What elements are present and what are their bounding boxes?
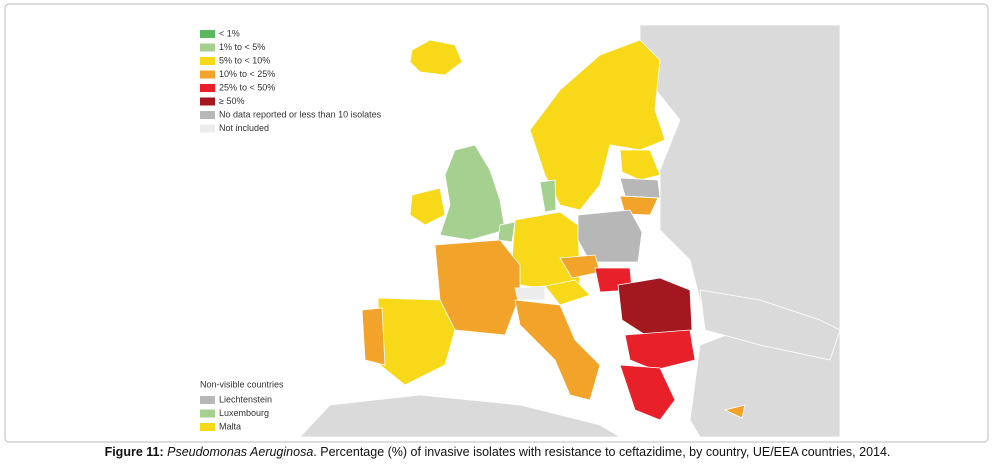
legend-label: No data reported or less than 10 isolate… [219, 109, 382, 119]
legend-swatch [200, 97, 215, 106]
non-visible-title: Non-visible countries [200, 379, 284, 389]
legend-label: < 1% [219, 28, 240, 38]
legend-label: 1% to < 5% [219, 42, 265, 52]
legend-swatch [200, 111, 215, 119]
legend-label: Liechtenstein [219, 394, 272, 404]
caption: Figure 11: Pseudomonas Aeruginosa. Perce… [0, 445, 995, 459]
legend-label: Not included [219, 123, 269, 133]
legend-label: 5% to < 10% [219, 55, 270, 65]
legend-label: Luxembourg [219, 408, 269, 418]
legend-label: ≥ 50% [219, 96, 244, 106]
legend-swatch [200, 43, 215, 52]
frame [4, 3, 989, 443]
caption-species: Pseudomonas Aeruginosa [167, 445, 314, 459]
legend-swatch [200, 396, 215, 404]
legend-swatch [200, 57, 215, 65]
legend-swatch [200, 124, 215, 133]
legend-label: Malta [219, 421, 241, 431]
legend-swatch [200, 84, 215, 92]
legend-swatch [200, 423, 215, 431]
legend-swatch [200, 409, 215, 418]
caption-label: Figure 11: [104, 445, 164, 459]
non-visible-legend: Non-visible countries Liechtenstein Luxem… [200, 379, 284, 431]
legend-label: 10% to < 25% [219, 69, 275, 79]
caption-text: . Percentage (%) of invasive isolates wi… [313, 445, 891, 459]
legend: < 1% 1% to < 5% 5% to < 10% 10% to < 25% 25%… [200, 28, 382, 133]
map [299, 24, 841, 438]
legend-swatch [200, 30, 215, 38]
legend-label: 25% to < 50% [219, 82, 275, 92]
legend-swatch [200, 70, 215, 79]
